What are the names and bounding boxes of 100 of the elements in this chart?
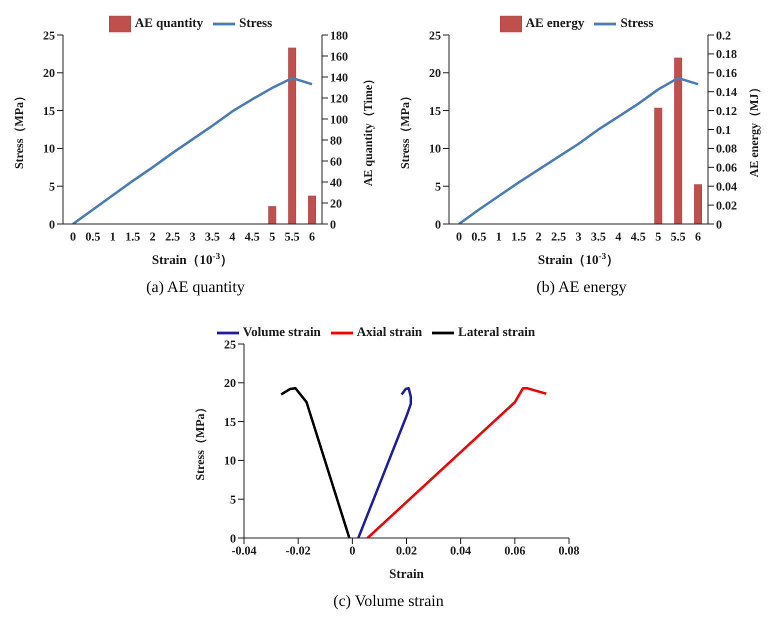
x-tick-label: 1.5 [125, 230, 140, 244]
x-tick-label: 2 [536, 230, 542, 244]
x-axis-title: Strain [388, 566, 424, 581]
x-tick-label: -0.04 [231, 544, 256, 558]
y2-axis-title: AE quantity（Time） [361, 72, 375, 186]
x-tick-label: 3.5 [204, 230, 220, 244]
legend-label: Stress [620, 14, 654, 30]
y-tick-label: 20 [224, 376, 236, 390]
x-tick-label: 6 [695, 230, 702, 244]
x-tick-label: 1 [110, 230, 116, 244]
y2-tick-label: 180 [330, 28, 348, 42]
y2-tick-label: 0.18 [716, 47, 737, 62]
x-tick-label: 4.5 [244, 230, 260, 244]
x-axis-title: Strain（10$^{-3}$） [538, 251, 620, 267]
y2-tick-label: 80 [330, 133, 342, 148]
line-series [366, 386, 547, 538]
y-tick-label: 5 [435, 179, 441, 194]
x-tick-label: 6 [309, 230, 316, 244]
y-tick-label: 10 [43, 142, 55, 156]
x-tick-label: 0 [70, 230, 76, 244]
y-tick-label: 5 [49, 179, 55, 194]
y2-tick-label: 0 [716, 217, 722, 232]
line-series [458, 76, 700, 224]
y-tick-label: 15 [43, 104, 55, 118]
legend-label: Axial strain [356, 324, 422, 339]
x-tick-label: 0.08 [558, 544, 579, 558]
y-tick-label: 0 [230, 531, 236, 546]
y-tick-label: 25 [429, 28, 441, 42]
y-tick-label: 0 [49, 217, 55, 232]
x-tick-label: 0.04 [450, 544, 471, 558]
x-tick-label: 0 [456, 230, 462, 244]
bar [288, 48, 296, 224]
x-tick-label: 4 [615, 230, 622, 244]
y-tick-label: 5 [230, 492, 236, 506]
text: (c) Volume strain [332, 593, 445, 611]
y-tick-label: 0 [435, 217, 441, 232]
bar [694, 184, 702, 224]
x-tick-label: 0 [348, 544, 355, 558]
y-tick-label: 20 [429, 66, 441, 80]
x-tick-label: 3 [576, 230, 582, 244]
y2-tick-label: 0.16 [716, 66, 737, 80]
y2-tick-label: 140 [330, 70, 348, 84]
y-tick-label: 15 [224, 414, 236, 429]
bar [674, 58, 682, 224]
y2-tick-label: 0.04 [716, 179, 737, 194]
y2-tick-label: 40 [330, 175, 342, 190]
y-tick-label: 20 [43, 66, 55, 80]
bar [654, 108, 662, 224]
legend-label: Lateral strain [458, 324, 536, 339]
bar [268, 206, 276, 224]
line-series [356, 386, 412, 538]
text: (a) AE quantity [145, 279, 246, 297]
y2-tick-label: 0.08 [716, 142, 737, 156]
y-tick-label: 10 [429, 142, 441, 156]
y-axis-title: Stress（MPa） [12, 90, 26, 170]
y-tick-label: 25 [43, 28, 55, 42]
x-tick-label: 5 [655, 230, 662, 244]
y-tick-label: 10 [224, 454, 236, 468]
y2-tick-label: 0.14 [716, 84, 737, 99]
x-tick-label: 2.5 [165, 230, 180, 244]
x-tick-label: 0.02 [396, 544, 416, 558]
x-tick-label: 0.5 [85, 230, 100, 244]
legend-label: Volume strain [242, 324, 321, 339]
bar [308, 196, 316, 224]
y2-tick-label: 120 [330, 91, 348, 106]
x-tick-label: 5.5 [670, 230, 686, 244]
y2-tick-label: 0.2 [716, 28, 731, 42]
y-tick-label: 15 [429, 104, 441, 118]
y2-tick-label: 100 [330, 112, 348, 126]
x-tick-label: 0.06 [504, 544, 525, 558]
text: (b) AE energy [535, 279, 628, 297]
line-series [279, 386, 350, 538]
x-axis-title: Strain（10$^{-3}$） [152, 251, 234, 267]
y2-tick-label: 160 [330, 49, 348, 64]
x-tick-label: 3.5 [590, 230, 606, 244]
x-tick-label: 2 [150, 230, 156, 244]
y2-tick-label: 0.1 [716, 122, 731, 137]
y2-axis-title: AE energy（MJ） [747, 82, 761, 178]
legend-label: AE energy [526, 14, 584, 30]
legend-label: AE quantity [134, 14, 204, 30]
x-tick-label: 4.5 [630, 230, 646, 244]
line-series [72, 76, 314, 224]
x-tick-label: 5 [269, 230, 276, 244]
y-tick-label: 25 [224, 337, 236, 352]
y2-tick-label: 60 [330, 154, 342, 168]
x-tick-label: 4 [229, 230, 236, 244]
x-tick-label: 0.5 [471, 230, 486, 244]
x-tick-label: 5.5 [284, 230, 300, 244]
y2-tick-label: 0.06 [716, 160, 737, 175]
x-tick-label: 1 [496, 230, 502, 244]
y-axis-title: Stress（MPa） [192, 401, 206, 481]
y2-tick-label: 0 [330, 217, 336, 232]
y2-tick-label: 0.02 [716, 198, 737, 212]
x-tick-label: 3 [190, 230, 196, 244]
x-tick-label: 2.5 [551, 230, 566, 244]
legend-label: Stress [239, 14, 272, 30]
y2-tick-label: 20 [330, 196, 342, 210]
y-axis-title: Stress（MPa） [398, 90, 412, 170]
y2-tick-label: 0.12 [716, 104, 737, 118]
x-tick-label: -0.02 [285, 544, 310, 558]
